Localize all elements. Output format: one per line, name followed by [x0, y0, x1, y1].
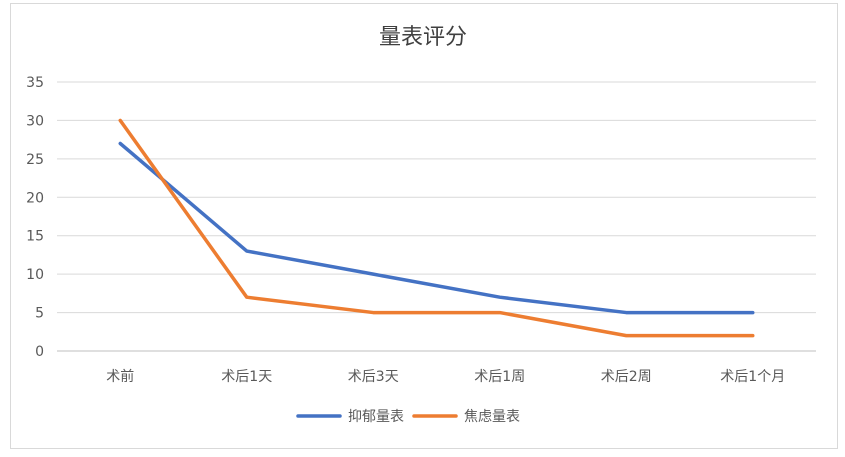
chart-title: 量表评分 [379, 25, 467, 50]
y-tick-label: 35 [26, 75, 44, 91]
y-axis-tick-labels: 0 5 10 15 20 25 30 35 [26, 75, 44, 360]
x-tick-label: 术后1个月 [720, 369, 785, 385]
y-tick-label: 25 [26, 152, 44, 168]
series-line-2 [118, 118, 755, 338]
x-tick-label: 术后3天 [348, 369, 399, 385]
chart-frame [10, 3, 838, 449]
x-tick-label: 术前 [106, 368, 134, 385]
x-tick-label: 术后1周 [474, 369, 525, 385]
y-tick-label: 20 [26, 190, 44, 206]
x-tick-label: 术后1天 [221, 369, 272, 385]
legend-label: 焦虑量表 [464, 409, 520, 425]
y-tick-label: 0 [35, 344, 44, 360]
y-tick-label: 10 [26, 267, 44, 283]
series-lines [118, 118, 755, 338]
x-tick-label: 术后2周 [601, 369, 652, 385]
legend: 抑郁量表 焦虑量表 [296, 409, 520, 425]
gridlines [57, 81, 816, 352]
x-axis-tick-labels: 术前 术后1天 术后3天 术后1周 术后2周 术后1个月 [106, 368, 785, 385]
y-tick-label: 15 [26, 229, 44, 245]
y-tick-label: 30 [26, 113, 44, 129]
legend-label: 抑郁量表 [348, 409, 404, 425]
series-line-1 [118, 141, 755, 315]
y-tick-label: 5 [35, 306, 44, 322]
